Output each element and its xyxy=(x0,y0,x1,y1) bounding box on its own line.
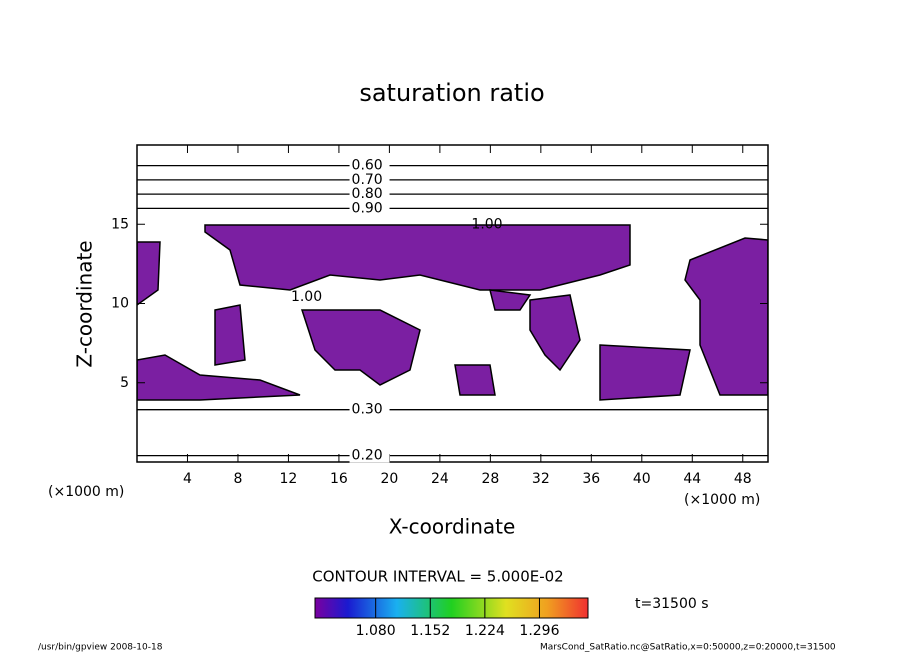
plot-frame xyxy=(136,144,769,463)
x-tick-label: 44 xyxy=(683,471,701,487)
contour-label: 0.70 xyxy=(352,172,383,188)
contour-label: 0.20 xyxy=(352,448,383,464)
x-tick-label: 20 xyxy=(380,471,398,487)
x-tick-label: 12 xyxy=(280,471,298,487)
contour-label-bg xyxy=(349,448,390,463)
contour-label: 1.00 xyxy=(471,216,502,232)
colorbar-tick-label: 1.224 xyxy=(465,623,505,639)
contour-label: 1.00 xyxy=(291,289,322,305)
chart-title: saturation ratio xyxy=(359,79,544,107)
footer-left: /usr/bin/gpview 2008-10-18 xyxy=(38,643,163,653)
y-unit: (×1000 m) xyxy=(684,492,760,508)
contour-label: 0.30 xyxy=(352,402,383,418)
x-tick-label: 48 xyxy=(734,471,752,487)
contour-label-bg xyxy=(349,201,390,216)
contour-interval: CONTOUR INTERVAL = 5.000E-02 xyxy=(312,568,563,586)
contour-label-bg xyxy=(349,172,390,187)
contour-label: 0.80 xyxy=(352,186,383,202)
contour-label: 0.90 xyxy=(352,200,383,216)
y-tick-label: 10 xyxy=(111,296,129,312)
x-tick-label: 8 xyxy=(233,471,242,487)
footer-right: MarsCond_SatRatio.nc@SatRatio,x=0:50000,… xyxy=(540,643,836,653)
time-label: t=31500 s xyxy=(635,596,709,612)
colorbar-tick-label: 1.152 xyxy=(410,623,450,639)
x-tick-label: 40 xyxy=(633,471,651,487)
contour-label-bg xyxy=(349,187,390,202)
supersaturated-regions xyxy=(137,224,768,401)
x-tick-label: 16 xyxy=(330,471,348,487)
contour-label-bg xyxy=(349,402,390,417)
x-axis-label: X-coordinate xyxy=(389,515,516,539)
x-tick-label: 24 xyxy=(431,471,449,487)
y-tick-label: 5 xyxy=(120,375,129,391)
y-tick-label: 15 xyxy=(111,216,129,232)
x-tick-label: 28 xyxy=(481,471,499,487)
contour-label-bg xyxy=(349,158,390,173)
y-axis-label: Z-coordinate xyxy=(73,240,97,367)
x-tick-label: 4 xyxy=(183,471,192,487)
contour-label: 0.60 xyxy=(352,158,383,174)
x-tick-label: 36 xyxy=(582,471,600,487)
colorbar-tick-label: 1.296 xyxy=(519,623,559,639)
x-unit: (×1000 m) xyxy=(48,484,124,500)
colorbar-tick-label: 1.080 xyxy=(356,623,396,639)
x-tick-label: 32 xyxy=(532,471,550,487)
colorbar xyxy=(314,597,589,619)
